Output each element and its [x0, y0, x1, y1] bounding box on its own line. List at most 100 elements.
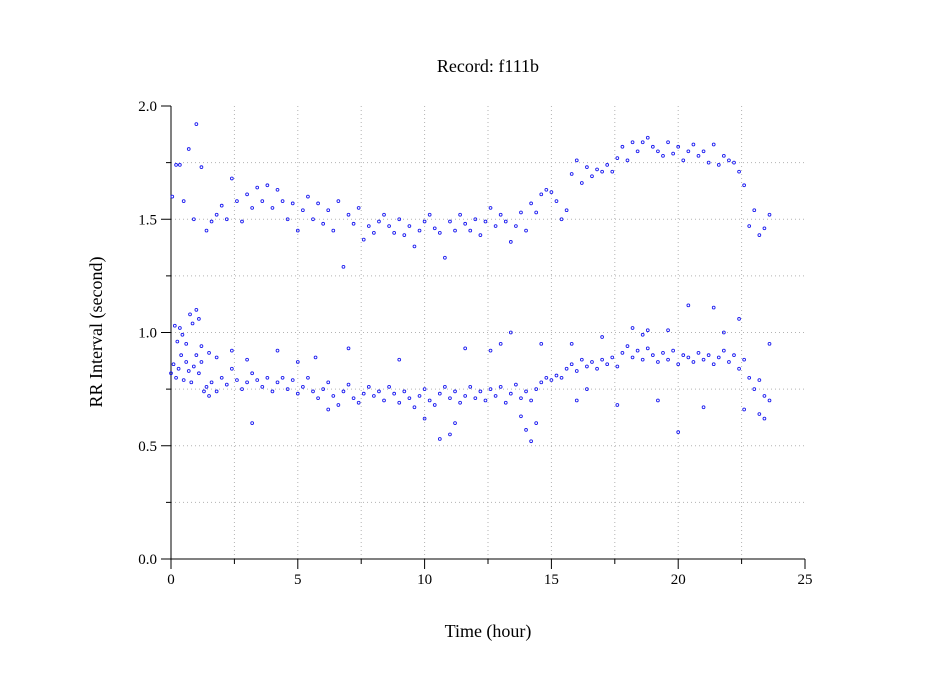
- rr-point: [270, 389, 275, 394]
- rr-point: [620, 144, 625, 149]
- rr-point: [311, 389, 315, 394]
- rr-point: [737, 317, 741, 321]
- rr-point: [478, 389, 483, 394]
- rr-point: [463, 346, 468, 351]
- rr-point: [245, 357, 249, 362]
- rr-point: [366, 385, 371, 389]
- rr-point: [280, 375, 285, 380]
- rr-point: [508, 240, 513, 244]
- rr-point: [453, 389, 457, 394]
- rr-point: [204, 385, 209, 389]
- rr-point: [422, 387, 427, 391]
- rr-point: [473, 217, 478, 222]
- rr-point: [427, 398, 432, 403]
- rr-point: [366, 224, 371, 228]
- rr-point: [686, 303, 691, 308]
- rr-point: [377, 219, 381, 224]
- rr-point: [549, 378, 554, 382]
- rr-point: [361, 237, 366, 242]
- rr-point: [351, 396, 356, 401]
- y-tick-label: 1.5: [138, 212, 157, 228]
- rr-point: [757, 233, 762, 237]
- rr-point: [180, 332, 185, 337]
- rr-point: [250, 421, 255, 425]
- rr-point: [590, 360, 594, 364]
- rr-point: [174, 375, 178, 380]
- rr-point: [437, 437, 442, 441]
- rr-point: [407, 396, 412, 401]
- rr-point: [448, 432, 452, 437]
- rr-point: [356, 206, 361, 210]
- rr-point: [514, 224, 518, 228]
- x-tick-label: 15: [544, 572, 559, 588]
- rr-point: [711, 305, 716, 310]
- rr-point: [767, 212, 772, 217]
- rr-point: [194, 353, 199, 357]
- rr-point: [554, 373, 559, 378]
- rr-point: [544, 375, 549, 380]
- rr-point: [656, 360, 660, 364]
- rr-point: [443, 255, 447, 260]
- rr-point: [306, 375, 310, 380]
- rr-point: [519, 210, 523, 215]
- rr-point: [585, 165, 589, 170]
- rr-point: [488, 348, 493, 353]
- rr-point: [463, 394, 468, 398]
- rr-point: [214, 355, 219, 360]
- rr-point: [711, 362, 716, 367]
- rr-point: [737, 366, 741, 371]
- rr-point: [422, 219, 427, 224]
- rr-point: [230, 366, 234, 371]
- rr-point: [534, 421, 539, 425]
- rr-point: [478, 233, 483, 237]
- rr-point: [524, 389, 528, 394]
- rr-point: [508, 330, 513, 335]
- rr-point: [574, 158, 579, 163]
- rr-point: [346, 212, 351, 217]
- rr-point: [170, 194, 175, 199]
- rr-point: [290, 201, 295, 206]
- x-tick-label: 10: [417, 572, 432, 588]
- rr-point: [214, 212, 219, 217]
- x-tick-label: 20: [671, 572, 686, 588]
- rr-point: [605, 163, 610, 167]
- rr-point: [701, 405, 706, 410]
- rr-point: [600, 357, 604, 362]
- rr-point: [171, 362, 176, 367]
- x-tick-label: 5: [294, 572, 302, 588]
- rr-point: [179, 353, 183, 357]
- rr-point: [437, 230, 442, 235]
- rr-point: [645, 328, 650, 333]
- rr-point: [498, 385, 503, 389]
- rr-point: [727, 158, 731, 163]
- rr-point: [260, 385, 265, 389]
- rr-point: [172, 323, 177, 328]
- axes-layer: 0 5 10 15 20 25 0.0 0.5 1.0 1.5 2.0: [138, 99, 812, 588]
- rr-point: [382, 398, 386, 403]
- rr-point: [681, 353, 686, 357]
- rr-point: [559, 375, 564, 380]
- rr-point: [590, 174, 594, 179]
- grid-layer: [171, 106, 805, 559]
- rr-point: [742, 357, 746, 362]
- rr-point: [341, 389, 346, 394]
- rr-point: [661, 351, 665, 355]
- rr-point: [701, 357, 706, 362]
- rr-point: [640, 140, 645, 145]
- rr-point: [493, 224, 498, 228]
- rr-point: [508, 391, 513, 396]
- rr-point: [534, 387, 539, 391]
- rr-point: [661, 153, 665, 158]
- rr-point: [721, 153, 726, 158]
- rr-point: [202, 389, 206, 394]
- rr-point: [341, 264, 346, 269]
- rr-point: [615, 364, 620, 369]
- rr-point: [194, 122, 199, 126]
- rr-point: [625, 158, 630, 163]
- rr-point: [752, 208, 757, 213]
- rr-point: [280, 199, 285, 203]
- rr-point: [331, 228, 336, 233]
- rr-point: [681, 158, 686, 163]
- rr-point: [458, 400, 462, 405]
